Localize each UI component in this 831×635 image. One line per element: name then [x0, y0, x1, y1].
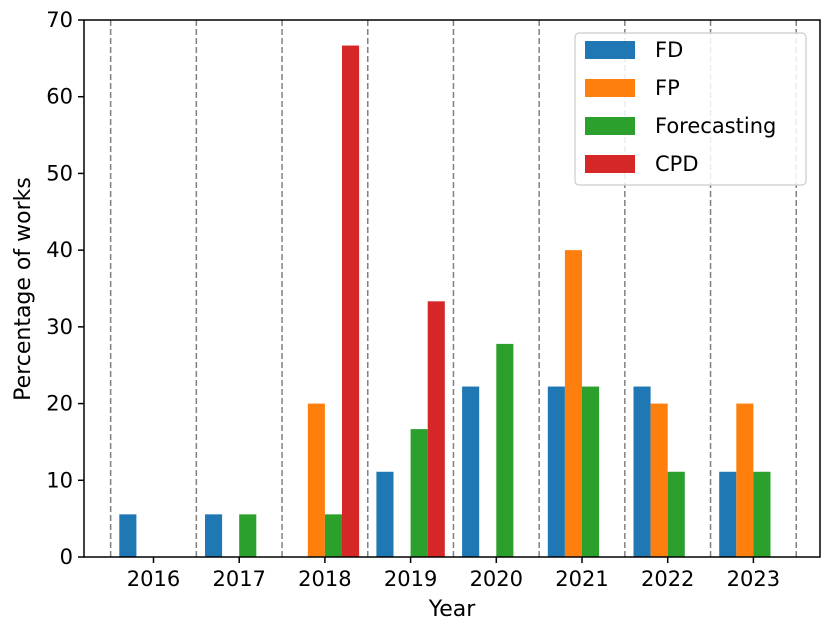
bar-fp-2022	[650, 403, 668, 557]
y-tick-label: 70	[46, 8, 73, 32]
bar-fp-2023	[736, 403, 754, 557]
y-axis: 0 10 20 30 40 50 60 70	[46, 8, 84, 569]
y-tick-label: 0	[60, 545, 73, 569]
bar-cpd-2018	[342, 45, 360, 557]
legend-label-cpd: CPD	[655, 152, 699, 176]
x-tick-label: 2017	[212, 567, 265, 591]
bar-fd-2020	[462, 386, 480, 557]
x-tick-label: 2016	[127, 567, 180, 591]
y-axis-title: Percentage of works	[11, 177, 36, 401]
bar-fp-2018	[307, 403, 325, 557]
bar-fp-2021	[564, 250, 582, 557]
bar-forecasting-2017	[239, 514, 257, 557]
legend-swatch-forecasting	[585, 117, 635, 135]
bar-fd-2019	[376, 471, 394, 557]
bar-fd-2017	[205, 514, 223, 557]
x-tick-label: 2020	[470, 567, 523, 591]
legend-label-forecasting: Forecasting	[655, 114, 776, 138]
legend-label-fp: FP	[655, 76, 680, 100]
bar-forecasting-2023	[753, 471, 771, 557]
legend-swatch-fp	[585, 79, 635, 97]
x-tick-label: 2019	[384, 567, 437, 591]
x-tick-label: 2021	[555, 567, 608, 591]
y-tick-label: 30	[46, 315, 73, 339]
bar-forecasting-2022	[667, 471, 685, 557]
y-tick-label: 20	[46, 392, 73, 416]
bar-forecasting-2019	[410, 429, 428, 557]
x-axis-title: Year	[428, 597, 477, 622]
legend: FD FP Forecasting CPD	[574, 32, 807, 186]
bars	[119, 45, 771, 557]
bar-fd-2021	[547, 386, 565, 557]
legend-swatch-fd	[585, 41, 635, 59]
y-tick-label: 50	[46, 161, 73, 185]
plot-frame	[83, 19, 821, 558]
bar-fd-2023	[719, 471, 737, 557]
x-tick-label: 2022	[641, 567, 694, 591]
x-tick-label: 2018	[298, 567, 351, 591]
legend-box	[574, 32, 807, 186]
bar-fd-2022	[633, 386, 651, 557]
y-tick-label: 40	[46, 238, 73, 262]
bar-forecasting-2018	[324, 514, 342, 557]
legend-label-fd: FD	[655, 38, 683, 62]
x-axis: 2016 2017 2018 2019 2020 2021 2022 2023	[127, 557, 780, 591]
bar-cpd-2019	[427, 301, 445, 557]
bar-forecasting-2020	[496, 343, 514, 557]
y-tick-label: 60	[46, 85, 73, 109]
y-tick-label: 10	[46, 468, 73, 492]
x-tick-label: 2023	[727, 567, 780, 591]
legend-swatch-cpd	[585, 155, 635, 173]
bar-forecasting-2021	[582, 386, 600, 557]
bar-fd-2016	[119, 514, 137, 557]
